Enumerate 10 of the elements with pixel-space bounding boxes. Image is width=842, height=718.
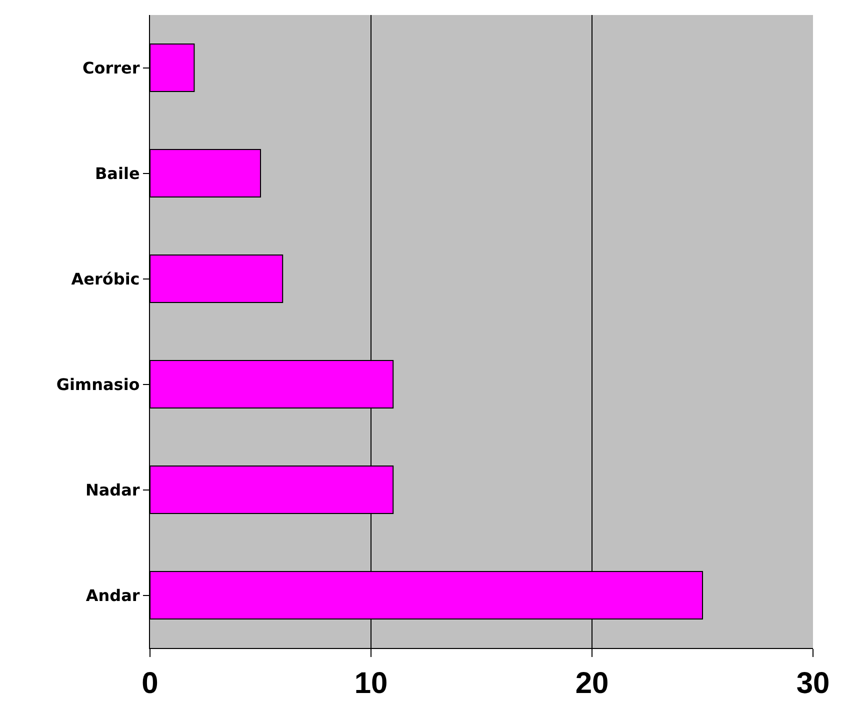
y-tick-label: Aeróbic [71,269,140,288]
y-tick-label: Andar [86,586,140,605]
y-tick-label: Baile [94,164,140,183]
x-tick-label: 30 [796,667,830,700]
x-tick-label: 10 [354,667,388,700]
y-tick-label: Nadar [85,480,140,500]
x-tick-label: 20 [575,667,609,700]
x-tick-label: 0 [142,667,158,700]
y-tick-label: Correr [82,58,140,78]
y-tick-label: Gimnasio [56,374,140,394]
